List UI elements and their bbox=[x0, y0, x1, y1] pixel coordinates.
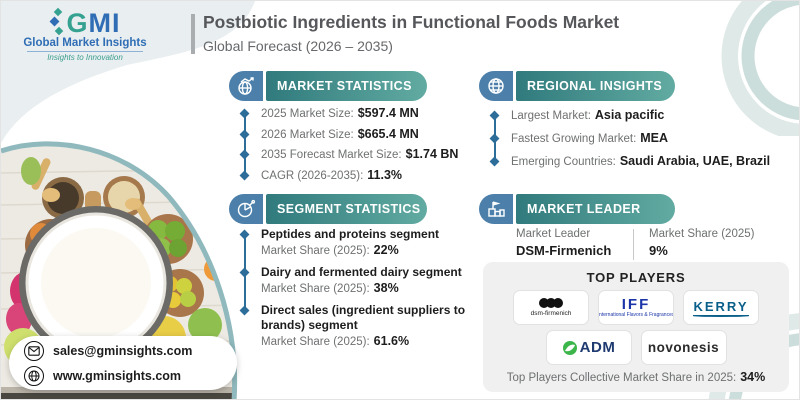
stat-row: CAGR (2026-2035): 11.3% bbox=[241, 166, 458, 187]
page-subtitle: Global Forecast (2026 – 2035) bbox=[203, 38, 393, 54]
dsm-dots-icon bbox=[539, 298, 563, 308]
logo-acronym: GMI bbox=[66, 7, 121, 38]
logo-tagline: Insights to Innovation bbox=[27, 51, 143, 62]
market-leader-share-block: Market Share (2025) 9% bbox=[649, 228, 754, 258]
regional-insights-banner: REGIONAL INSIGHTS bbox=[479, 71, 675, 101]
logo-acronym-rest: MI bbox=[88, 7, 121, 38]
segment-statistics-chip bbox=[229, 194, 263, 224]
market-leader-title: MARKET LEADER bbox=[516, 194, 675, 224]
contact-email[interactable]: sales@gminsights.com bbox=[24, 340, 237, 361]
market-leader-name-block: Market Leader DSM-Firmenich bbox=[516, 228, 611, 258]
contact-email-text: sales@gminsights.com bbox=[53, 343, 193, 358]
player-logo-kerry: KERRY bbox=[683, 290, 759, 325]
player-logo-adm: ADM bbox=[545, 330, 632, 365]
region-row: Fastest Growing Market: MEA bbox=[491, 127, 770, 150]
player-logo-iff: IFF International Flavors & Fragrances bbox=[598, 290, 674, 325]
regional-insights-title: REGIONAL INSIGHTS bbox=[516, 71, 675, 101]
decorative-ring-top-right bbox=[721, 1, 799, 136]
logo-name: Global Market Insights bbox=[23, 37, 147, 49]
market-leader-name: DSM-Firmenich bbox=[516, 243, 612, 258]
website-globe-icon bbox=[24, 365, 44, 386]
teal-curve bbox=[1, 141, 238, 399]
gmi-logo: GMI Global Market Insights Insights to I… bbox=[15, 7, 155, 63]
page-title: Postbiotic Ingredients in Functional Foo… bbox=[203, 12, 620, 32]
gmi-logo-diamonds-icon bbox=[50, 7, 64, 36]
segment-statistics-list: Peptides and proteins segment Market Sha… bbox=[241, 227, 473, 356]
globe-chart-icon bbox=[238, 77, 254, 95]
player-logo-novonesis: novonesis bbox=[640, 330, 727, 365]
market-statistics-chip bbox=[229, 71, 263, 101]
player-logo-dsm-firmenich: dsm-firmenich bbox=[513, 290, 589, 325]
market-leader-banner: MARKET LEADER bbox=[479, 194, 675, 224]
regional-insights-chip bbox=[479, 71, 513, 101]
contact-website-text: www.gminsights.com bbox=[53, 368, 182, 383]
contact-website[interactable]: www.gminsights.com bbox=[24, 365, 237, 386]
segment-statistics-banner: SEGMENT STATISTICS bbox=[229, 194, 427, 224]
segment-item: Dairy and fermented dairy segment Market… bbox=[241, 265, 473, 297]
stat-row: 2025 Market Size: $597.4 MN bbox=[241, 104, 458, 125]
regional-insights-list: Largest Market: Asia pacific Fastest Grow… bbox=[491, 104, 770, 173]
podium-flag-icon bbox=[488, 201, 505, 217]
market-leader-divider bbox=[633, 229, 634, 260]
top-players-title: TOP PLAYERS bbox=[586, 270, 686, 285]
region-row: Emerging Countries: Saudi Arabia, UAE, Br… bbox=[491, 150, 770, 173]
region-row: Largest Market: Asia pacific bbox=[491, 104, 770, 127]
adm-leaf-icon bbox=[562, 340, 577, 355]
segment-item: Peptides and proteins segment Market Sha… bbox=[241, 227, 473, 259]
title-divider bbox=[191, 14, 195, 54]
top-players-footer: Top Players Collective Market Share in 2… bbox=[506, 370, 766, 384]
market-statistics-banner: MARKET STATISTICS bbox=[229, 71, 427, 101]
segment-statistics-title: SEGMENT STATISTICS bbox=[266, 194, 427, 224]
kerry-underline bbox=[693, 314, 749, 317]
market-leader-chip bbox=[479, 194, 513, 224]
globe-icon bbox=[488, 78, 504, 94]
pie-magnifier-icon bbox=[237, 199, 256, 218]
contact-card: sales@gminsights.com www.gminsights.com bbox=[9, 336, 237, 390]
stat-row: 2035 Forecast Market Size: $1.74 BN bbox=[241, 145, 458, 166]
market-leader-label: Market Leader bbox=[516, 228, 591, 240]
market-share-value: 9% bbox=[649, 243, 668, 258]
email-icon bbox=[24, 340, 44, 361]
market-statistics-list: 2025 Market Size: $597.4 MN 2026 Market S… bbox=[241, 104, 458, 186]
segment-item: Direct sales (ingredient suppliers to br… bbox=[241, 303, 473, 350]
market-statistics-title: MARKET STATISTICS bbox=[266, 71, 427, 101]
top-players-panel: TOP PLAYERS dsm-firmenich IFF Internatio… bbox=[483, 262, 789, 392]
market-share-label: Market Share (2025) bbox=[649, 228, 755, 240]
stat-row: 2026 Market Size: $665.4 MN bbox=[241, 125, 458, 146]
